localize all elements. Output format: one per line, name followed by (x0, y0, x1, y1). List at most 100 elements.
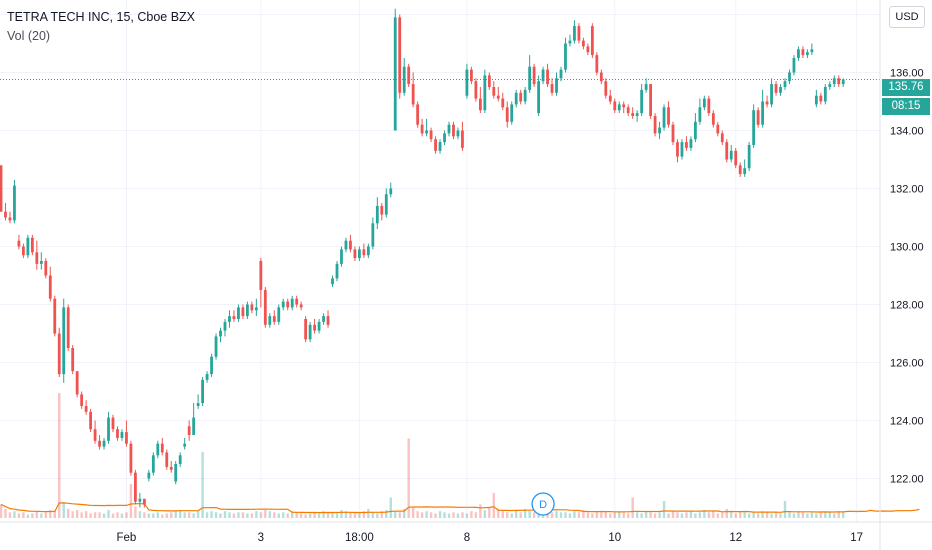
volume-bar (483, 510, 487, 518)
candle-body (147, 472, 151, 479)
volume-bar (703, 510, 706, 518)
candle-body (487, 75, 491, 87)
candle-body (219, 330, 222, 337)
volume-bar (644, 511, 648, 518)
candle-body (232, 316, 236, 319)
candle-body (4, 211, 7, 218)
volume-bar (255, 511, 258, 518)
candle-body (505, 107, 509, 122)
volume-bar (223, 511, 227, 518)
candle-body (308, 324, 312, 340)
volume-bar (501, 511, 504, 518)
candle-body (644, 84, 648, 90)
candle-body (828, 84, 832, 87)
candle-body (425, 130, 428, 134)
volume-bar (340, 510, 343, 518)
price-tick-label: 128.00 (890, 300, 924, 312)
candle-body (116, 429, 119, 438)
volume-bar (44, 512, 47, 518)
candle-body (237, 307, 240, 319)
candle-body (313, 324, 316, 331)
volume-indicator-label[interactable]: Vol (20) (7, 29, 51, 43)
candle-body (608, 95, 612, 102)
volume-bar (246, 513, 249, 518)
candle-body (299, 304, 303, 308)
volume-bar (376, 513, 379, 518)
volume-bar (694, 513, 697, 518)
candle-body (57, 333, 61, 375)
candle-body (582, 40, 585, 47)
volume-bar (774, 512, 778, 518)
candle-body (734, 150, 738, 166)
volume-bar (806, 513, 809, 518)
candle-body (407, 66, 411, 85)
time-tick-label: 17 (850, 532, 863, 544)
dividend-marker-circle[interactable] (531, 492, 555, 516)
volume-bar (335, 513, 339, 518)
candle-body (111, 417, 115, 430)
volume-bar (671, 511, 675, 518)
candle-body (658, 127, 661, 134)
volume-bar (765, 512, 769, 518)
volume-bar (680, 513, 684, 518)
candle-body (823, 87, 827, 102)
candle-body (810, 49, 814, 53)
volume-bar (398, 512, 401, 518)
volume-bar (783, 500, 787, 518)
volume-bar (403, 508, 406, 518)
volume-bar (712, 511, 715, 518)
time-tick-label: 8 (464, 532, 470, 544)
time-axis[interactable]: Feb 3 18:00 8 10 12 17 (117, 532, 864, 544)
volume-bar (752, 512, 755, 518)
candle-body (322, 316, 325, 322)
volume-bar (201, 452, 204, 518)
volume-bar (183, 512, 186, 518)
volume-bar (721, 512, 724, 518)
volume-bar (609, 513, 612, 518)
volume-bar (219, 513, 222, 518)
price-axis[interactable]: 122.00 124.00 126.00 128.00 130.00 132.00 134.… (890, 10, 924, 486)
volume-bar (317, 513, 321, 518)
candle-body (35, 252, 39, 264)
candle-body (622, 104, 626, 108)
volume-bar (84, 511, 88, 518)
volume-bar (613, 512, 616, 518)
price-tick-label: 126.00 (890, 358, 924, 370)
volume-bar (653, 513, 657, 518)
candle-body (770, 84, 773, 105)
volume-bar (411, 507, 415, 518)
volume-bar (282, 512, 285, 518)
candle-body (685, 142, 688, 148)
volume-bar (93, 512, 97, 518)
candle-body (380, 205, 384, 215)
candle-body (107, 417, 110, 441)
volume-bar (8, 512, 12, 518)
volume-bar (331, 512, 334, 518)
volume-bar (591, 513, 594, 518)
candle-body (53, 298, 57, 334)
candle-body (599, 72, 603, 82)
volume-bar (546, 513, 549, 518)
chart-title[interactable]: TETRA TECH INC, 15, Cboe BZX (7, 10, 196, 24)
candle-body (613, 101, 617, 111)
candle-body (205, 374, 209, 380)
volume-bar (689, 511, 693, 518)
candle-body (317, 321, 321, 331)
candle-body (416, 104, 420, 125)
dividend-marker[interactable]: D (531, 492, 555, 516)
volume-bar (600, 512, 603, 518)
grid-lines (0, 0, 880, 522)
candle-body (747, 145, 751, 169)
volume-bar (295, 512, 298, 518)
candle-body (344, 240, 348, 250)
currency-button[interactable]: USD (889, 6, 925, 28)
candle-body (26, 237, 30, 256)
candle-body (335, 263, 339, 279)
candle-body (160, 443, 164, 453)
candle-body (523, 89, 527, 102)
volume-bar (161, 514, 164, 518)
candle-body (783, 81, 787, 87)
candle-body (774, 84, 778, 93)
volume-bar (640, 513, 643, 518)
